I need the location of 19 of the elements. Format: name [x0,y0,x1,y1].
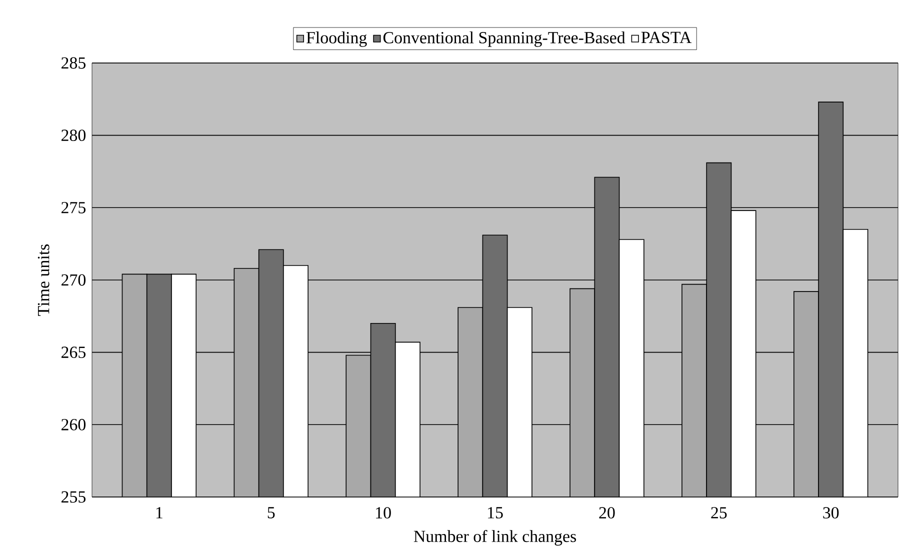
x-tick-label: 30 [823,507,839,519]
y-tick-label: 270 [62,274,86,286]
y-axis-title: Time units [38,244,50,316]
y-tick-label: 265 [62,346,86,358]
legend-label: PASTA [641,32,692,44]
x-tick-label: 15 [488,507,503,518]
legend-label: Conventional Spanning-Tree-Based [383,31,626,47]
legend-label: Flooding [306,31,367,47]
x-tick-label: 10 [376,507,391,519]
y-tick-label: 255 [62,491,86,503]
x-tick-label: 25 [711,507,727,518]
x-axis-title: Number of link changes [414,530,576,546]
x-tick-label: 5 [268,507,275,518]
x-tick-label: 20 [599,507,615,519]
y-tick-label: 275 [62,202,86,214]
x-tick-label: 1 [156,507,162,518]
y-tick-label: 260 [62,418,86,430]
y-tick-label: 285 [62,57,86,69]
y-tick-label: 280 [62,130,86,142]
